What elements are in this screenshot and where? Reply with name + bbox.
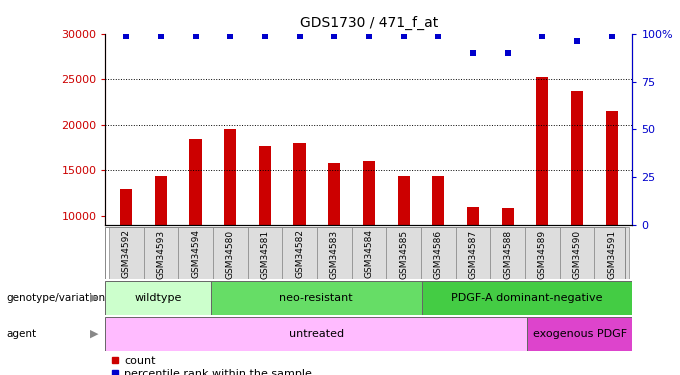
Bar bbox=[328, 163, 340, 225]
Text: GSM34582: GSM34582 bbox=[295, 230, 304, 279]
Bar bbox=[259, 146, 271, 225]
Text: genotype/variation: genotype/variation bbox=[7, 293, 106, 303]
Bar bbox=[386, 227, 421, 279]
Text: GSM34586: GSM34586 bbox=[434, 230, 443, 279]
Text: GSM34591: GSM34591 bbox=[607, 230, 616, 279]
Bar bbox=[502, 208, 513, 225]
Bar bbox=[490, 227, 525, 279]
Bar bbox=[352, 227, 386, 279]
Bar bbox=[213, 227, 248, 279]
Text: untreated: untreated bbox=[288, 329, 344, 339]
Text: GSM34583: GSM34583 bbox=[330, 230, 339, 279]
Bar bbox=[527, 317, 632, 351]
Bar bbox=[105, 281, 211, 315]
Bar bbox=[282, 227, 317, 279]
Text: ▶: ▶ bbox=[90, 329, 99, 339]
Bar bbox=[571, 91, 583, 225]
Bar bbox=[537, 78, 548, 225]
Text: GSM34589: GSM34589 bbox=[538, 230, 547, 279]
Title: GDS1730 / 471_f_at: GDS1730 / 471_f_at bbox=[300, 16, 438, 30]
Bar bbox=[605, 111, 617, 225]
Bar bbox=[363, 161, 375, 225]
Bar bbox=[456, 227, 490, 279]
Bar bbox=[224, 129, 236, 225]
Bar bbox=[109, 227, 143, 279]
Bar bbox=[317, 227, 352, 279]
Bar bbox=[120, 189, 133, 225]
Bar bbox=[155, 176, 167, 225]
Bar bbox=[421, 227, 456, 279]
Bar bbox=[467, 207, 479, 225]
Text: ▶: ▶ bbox=[90, 293, 99, 303]
Bar bbox=[143, 227, 178, 279]
Text: neo-resistant: neo-resistant bbox=[279, 293, 353, 303]
Text: GSM34594: GSM34594 bbox=[191, 230, 200, 279]
Text: GSM34588: GSM34588 bbox=[503, 230, 512, 279]
Bar bbox=[294, 143, 305, 225]
Text: wildtype: wildtype bbox=[135, 293, 182, 303]
Bar bbox=[594, 227, 629, 279]
Legend: count, percentile rank within the sample: count, percentile rank within the sample bbox=[111, 356, 312, 375]
Text: GSM34590: GSM34590 bbox=[573, 230, 581, 279]
Bar bbox=[398, 176, 409, 225]
Bar bbox=[105, 317, 527, 351]
Text: GSM34584: GSM34584 bbox=[364, 230, 373, 279]
Text: GSM34593: GSM34593 bbox=[156, 230, 165, 279]
Text: PDGF-A dominant-negative: PDGF-A dominant-negative bbox=[452, 293, 602, 303]
Bar bbox=[248, 227, 282, 279]
Bar bbox=[178, 227, 213, 279]
Bar bbox=[190, 140, 201, 225]
Bar bbox=[211, 281, 422, 315]
Text: GSM34581: GSM34581 bbox=[260, 230, 269, 279]
Bar bbox=[432, 176, 444, 225]
Bar bbox=[422, 281, 632, 315]
Text: GSM34587: GSM34587 bbox=[469, 230, 477, 279]
Text: GSM34585: GSM34585 bbox=[399, 230, 408, 279]
Text: agent: agent bbox=[7, 329, 37, 339]
Bar bbox=[560, 227, 594, 279]
Text: GSM34592: GSM34592 bbox=[122, 230, 131, 279]
Text: GSM34580: GSM34580 bbox=[226, 230, 235, 279]
Text: exogenous PDGF: exogenous PDGF bbox=[532, 329, 627, 339]
Bar bbox=[525, 227, 560, 279]
